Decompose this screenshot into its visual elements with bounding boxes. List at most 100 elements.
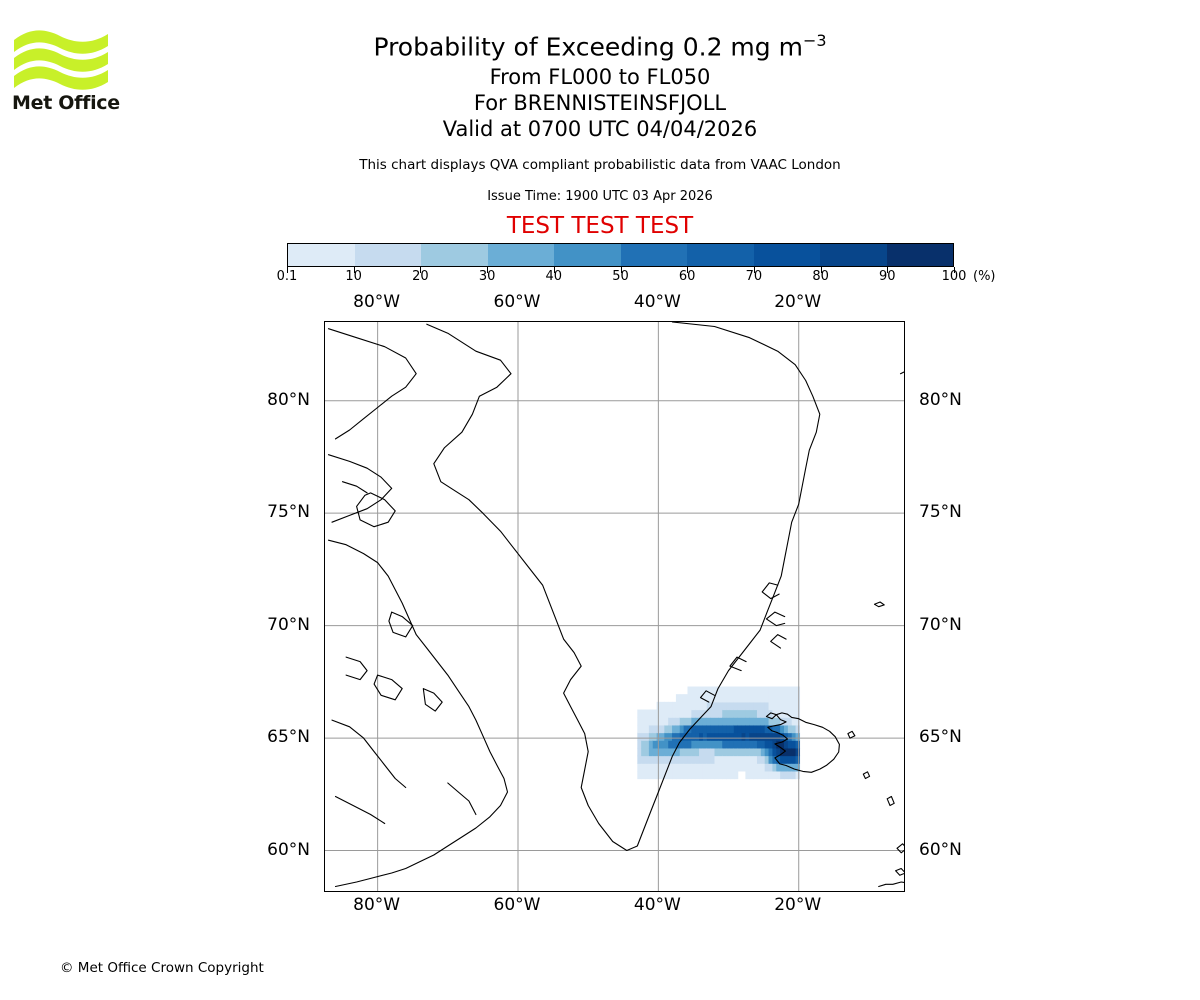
latitude-label-left: 80°N xyxy=(267,389,310,410)
plume-cell xyxy=(760,763,766,772)
map-plot-area[interactable] xyxy=(324,321,905,892)
met-office-wordmark: Met Office xyxy=(12,92,120,114)
plume-cell xyxy=(737,763,743,772)
plume-cell xyxy=(641,709,646,718)
coastline xyxy=(767,712,840,773)
colorbar-tick-label: 70 xyxy=(745,269,763,284)
coastline xyxy=(847,730,856,739)
plume-cell xyxy=(679,724,685,734)
plume-cell xyxy=(637,763,642,772)
plume-cell xyxy=(780,755,785,764)
plume-cell xyxy=(710,717,716,726)
colorbar-tick xyxy=(620,267,622,273)
plume-cell xyxy=(780,701,785,711)
plume-cell xyxy=(683,724,689,734)
plume-cell xyxy=(764,701,770,711)
plume-cell xyxy=(737,717,743,726)
plume-cell xyxy=(795,732,801,741)
plume-cell xyxy=(687,755,692,764)
plume-cell xyxy=(695,701,700,711)
graticule-layer xyxy=(325,322,904,891)
colorbar-tick xyxy=(753,267,755,273)
plume-cell xyxy=(718,755,723,764)
plume-cell xyxy=(710,709,716,718)
plume-cell xyxy=(737,732,743,741)
plume-cell xyxy=(652,747,658,757)
plume-cell xyxy=(683,717,689,726)
coastline xyxy=(327,328,417,440)
plume-cell xyxy=(683,770,689,780)
colorbar-band-9 xyxy=(886,244,953,266)
plume-cell xyxy=(780,694,785,703)
plume-cell xyxy=(776,732,781,741)
plume-cell xyxy=(722,770,727,780)
plume-cell xyxy=(718,701,723,711)
ash-plume-layer xyxy=(637,686,801,780)
coastline xyxy=(356,492,396,528)
plume-cell xyxy=(702,763,708,772)
plume-cell xyxy=(760,701,766,711)
plume-cell xyxy=(710,740,716,749)
colorbar-tick xyxy=(353,267,355,273)
plume-cell xyxy=(776,717,781,726)
plume-cell xyxy=(741,701,746,711)
coastline xyxy=(426,322,821,852)
plume-cell xyxy=(687,747,692,757)
chart-title-block: Probability of Exceeding 0.2 mg m−3 From… xyxy=(0,24,1200,240)
coastline xyxy=(345,656,368,681)
plume-cell xyxy=(637,747,642,757)
plume-cell xyxy=(695,694,700,703)
plume-cell xyxy=(664,717,669,726)
plume-cell xyxy=(760,717,766,726)
valid-time: Valid at 0700 UTC 04/04/2026 xyxy=(442,117,758,142)
plume-cell xyxy=(648,763,654,772)
coastline xyxy=(341,481,368,494)
colorbar-band-4 xyxy=(554,244,621,266)
coastline xyxy=(770,634,787,649)
plume-cell xyxy=(737,747,743,757)
plume-cell xyxy=(726,701,731,711)
plume-cell xyxy=(726,686,731,695)
plume-cell xyxy=(641,717,646,726)
plume-cell xyxy=(645,747,650,757)
plume-cell xyxy=(691,763,696,772)
plume-cell xyxy=(787,686,793,695)
plume-cell xyxy=(668,701,673,711)
plume-cell xyxy=(702,709,708,718)
plume-cell xyxy=(652,709,658,718)
plume-cell xyxy=(668,747,673,757)
plume-cell xyxy=(753,724,758,734)
colorbar-tick-labels: 0.1 10 20 30 40 50 60 70 80 90 100 xyxy=(0,269,1200,289)
plume-cell xyxy=(683,732,689,741)
plume-cell xyxy=(664,740,669,749)
plume-cell xyxy=(637,724,642,734)
longitude-label-top: 40°W xyxy=(633,292,681,312)
plume-cell xyxy=(753,732,758,741)
plume-cell xyxy=(745,732,750,741)
plume-cell xyxy=(741,732,746,741)
plume-cell xyxy=(706,709,712,718)
plume-cell xyxy=(745,701,750,711)
plume-cell xyxy=(791,747,797,757)
plume-cell xyxy=(745,755,750,764)
plume-cell xyxy=(733,770,739,780)
plume-cell xyxy=(648,709,654,718)
plume-cell xyxy=(749,717,754,726)
plume-cell xyxy=(787,694,793,703)
plume-cell xyxy=(660,724,665,734)
plume-cell xyxy=(733,732,739,741)
copyright-notice: © Met Office Crown Copyright xyxy=(60,960,264,976)
plume-cell xyxy=(699,763,704,772)
plume-cell xyxy=(714,740,719,749)
plume-cell xyxy=(687,694,692,703)
plume-cell xyxy=(795,717,801,726)
plume-cell xyxy=(733,747,739,757)
plume-cell xyxy=(660,709,665,718)
plume-cell xyxy=(645,770,650,780)
coastline xyxy=(765,712,777,720)
plume-cell xyxy=(795,701,801,711)
plume-cell xyxy=(764,755,770,764)
plume-cell xyxy=(679,755,685,764)
plume-cell xyxy=(756,724,762,734)
plume-cell xyxy=(668,763,673,772)
